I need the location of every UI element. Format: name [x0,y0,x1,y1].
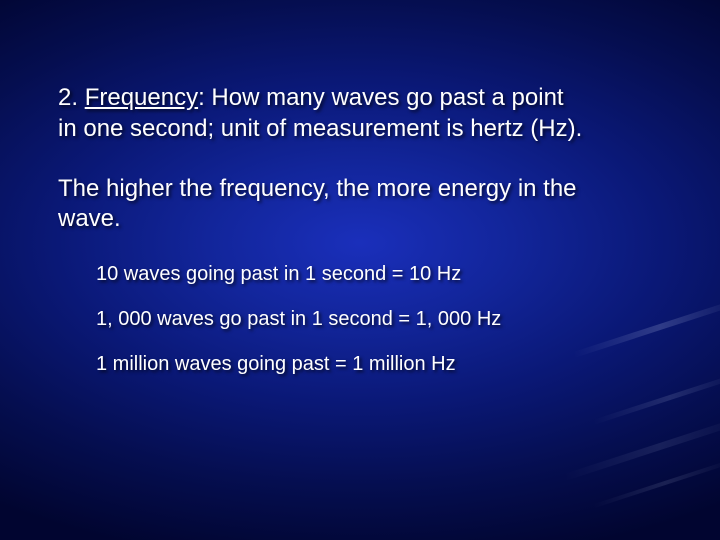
bullet-list: 10 waves going past in 1 second = 10 Hz … [58,262,662,377]
headline-block: 2. Frequency: How many waves go past a p… [58,82,662,144]
headline-rest-1: : How many waves go past a point [198,84,564,111]
subtext-line-2: wave. [58,205,121,232]
subtext-line-1: The higher the frequency, the more energ… [58,175,577,202]
subtext-block: The higher the frequency, the more energ… [58,174,662,234]
headline-term: Frequency [85,84,198,111]
headline-rest-2: in one second; unit of measurement is he… [58,115,582,142]
slide: 2. Frequency: How many waves go past a p… [0,0,720,540]
headline-prefix: 2. [58,84,85,111]
slide-content: 2. Frequency: How many waves go past a p… [58,82,662,397]
bullet-item: 1, 000 waves go past in 1 second = 1, 00… [96,307,662,332]
bullet-item: 10 waves going past in 1 second = 10 Hz [96,262,662,287]
